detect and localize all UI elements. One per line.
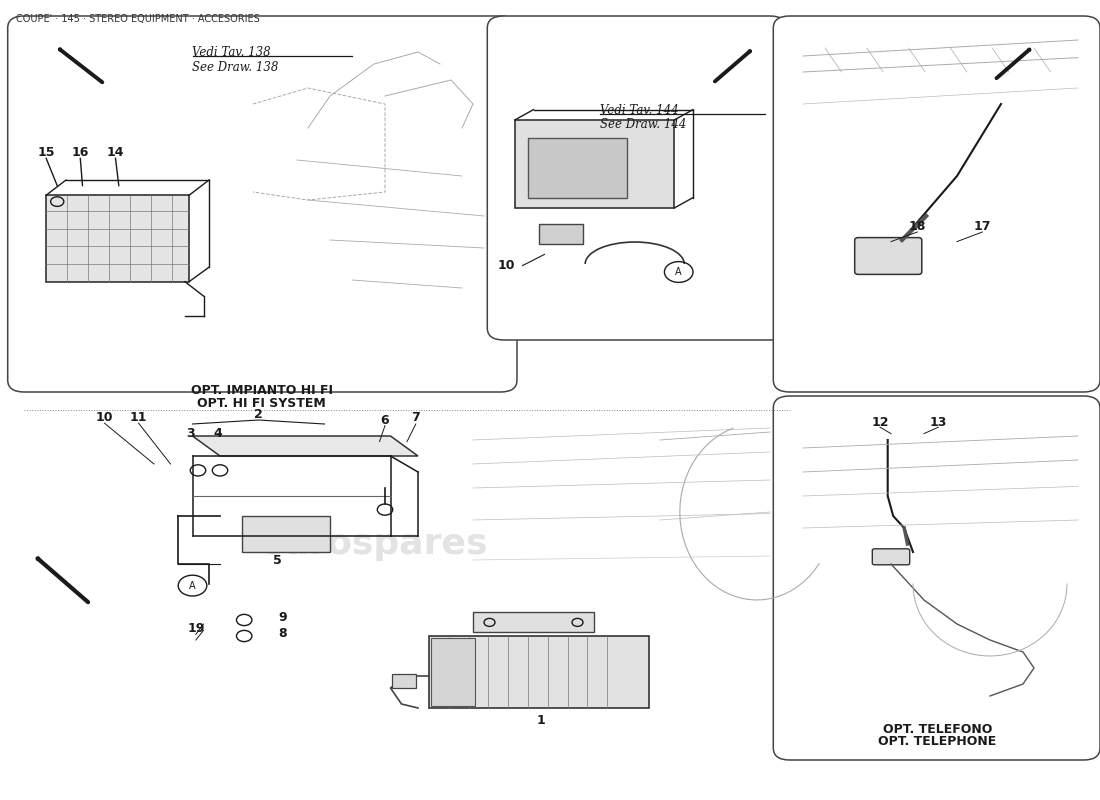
Text: See Draw. 144: See Draw. 144	[600, 118, 686, 131]
Text: 14: 14	[107, 146, 124, 158]
Text: 16: 16	[72, 146, 89, 158]
Text: eurospares: eurospares	[553, 180, 712, 204]
Text: Vedi Tav. 144: Vedi Tav. 144	[600, 104, 678, 117]
Text: eurospares: eurospares	[856, 572, 1014, 596]
Text: 2: 2	[254, 408, 263, 421]
Text: 11: 11	[130, 411, 147, 424]
FancyBboxPatch shape	[473, 612, 594, 632]
Text: A: A	[675, 267, 682, 277]
FancyBboxPatch shape	[242, 516, 330, 552]
Text: 12: 12	[871, 416, 889, 429]
Polygon shape	[192, 436, 418, 456]
Text: 1: 1	[537, 714, 546, 726]
Text: 10: 10	[497, 259, 515, 272]
Text: A: A	[189, 581, 196, 590]
FancyBboxPatch shape	[487, 16, 786, 340]
FancyBboxPatch shape	[46, 195, 189, 282]
Text: COUPE' · 145 · STEREO EQUIPMENT · ACCESORIES: COUPE' · 145 · STEREO EQUIPMENT · ACCESO…	[16, 14, 261, 24]
Text: 9: 9	[278, 611, 287, 624]
FancyBboxPatch shape	[539, 224, 583, 244]
Text: 19: 19	[187, 622, 205, 634]
FancyBboxPatch shape	[429, 636, 649, 708]
FancyBboxPatch shape	[528, 138, 627, 198]
Text: 10: 10	[96, 411, 113, 424]
FancyBboxPatch shape	[392, 674, 416, 688]
FancyBboxPatch shape	[8, 16, 517, 392]
Text: eurospares: eurospares	[260, 527, 488, 561]
FancyBboxPatch shape	[773, 396, 1100, 760]
Text: OPT. TELEFONO: OPT. TELEFONO	[882, 723, 992, 736]
Text: OPT. TELEPHONE: OPT. TELEPHONE	[878, 735, 997, 748]
Text: eurospares: eurospares	[856, 192, 1014, 216]
Text: OPT. HI FI SYSTEM: OPT. HI FI SYSTEM	[197, 397, 327, 410]
Text: 8: 8	[278, 627, 287, 640]
Text: 6: 6	[381, 414, 389, 426]
Text: 5: 5	[273, 554, 282, 566]
Text: 3: 3	[186, 427, 195, 440]
Text: eurospares: eurospares	[126, 183, 390, 225]
FancyBboxPatch shape	[855, 238, 922, 274]
Text: OPT. IMPIANTO HI FI: OPT. IMPIANTO HI FI	[190, 384, 333, 397]
FancyBboxPatch shape	[431, 638, 475, 706]
Text: 15: 15	[37, 146, 55, 158]
Text: Vedi Tav. 138: Vedi Tav. 138	[192, 46, 271, 59]
FancyBboxPatch shape	[872, 549, 910, 565]
Text: 13: 13	[930, 416, 947, 429]
Text: 4: 4	[213, 427, 222, 440]
FancyBboxPatch shape	[773, 16, 1100, 392]
Text: 17: 17	[974, 220, 991, 233]
Text: 7: 7	[411, 411, 420, 424]
FancyBboxPatch shape	[515, 120, 674, 208]
Text: See Draw. 138: See Draw. 138	[192, 61, 279, 74]
Text: 18: 18	[909, 220, 926, 233]
